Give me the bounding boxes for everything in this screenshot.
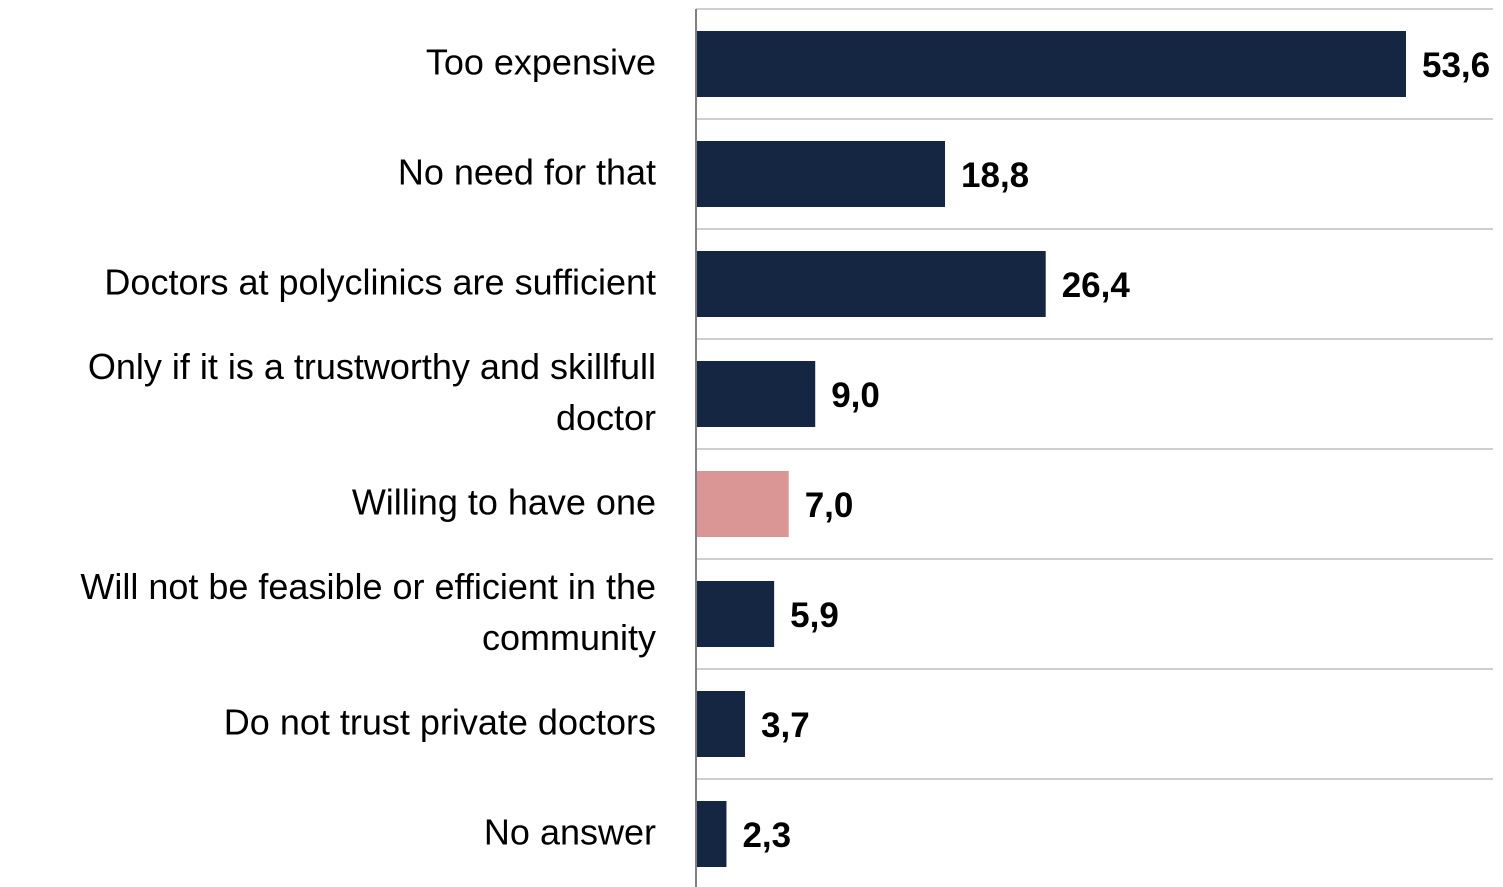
value-label: 7,0: [805, 486, 854, 525]
bar: [696, 581, 775, 647]
value-label: 53,6: [1422, 46, 1490, 85]
category-label: Willing to have one: [351, 481, 656, 523]
value-label: 18,8: [961, 156, 1029, 195]
bar: [696, 691, 746, 757]
value-label: 5,9: [790, 596, 839, 635]
category-label: Doctors at polyclinics are sufficient: [104, 261, 656, 303]
bar: [696, 801, 727, 867]
value-label: 2,3: [742, 816, 791, 855]
bar: [696, 361, 816, 427]
bar: [696, 251, 1046, 317]
category-label: Do not trust private doctors: [223, 701, 656, 743]
category-label: Only if it is a trustworthy and skillful…: [87, 346, 656, 438]
bar: [696, 31, 1406, 97]
bar: [696, 141, 946, 207]
bar: [696, 471, 789, 537]
category-label: No need for that: [397, 151, 656, 193]
category-label: No answer: [483, 811, 656, 853]
value-label: 3,7: [761, 706, 810, 745]
category-label: Will not be feasible or efficient in the…: [80, 566, 656, 658]
value-label: 9,0: [831, 376, 880, 415]
category-label: Too expensive: [425, 41, 656, 83]
value-label: 26,4: [1062, 266, 1131, 305]
category-labels: Too expensive No need for that Doctors at …: [0, 0, 660, 887]
